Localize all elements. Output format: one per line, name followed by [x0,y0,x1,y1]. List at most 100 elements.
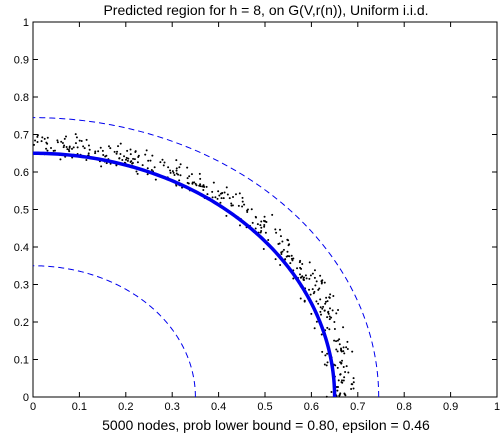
scatter-point [286,250,289,253]
scatter-point [274,258,277,261]
scatter-point [241,205,244,208]
scatter-point [299,259,302,262]
scatter-point [186,166,189,169]
scatter-point [125,158,128,161]
scatter-point [324,354,327,357]
scatter-point [126,149,129,152]
scatter-point [220,197,223,200]
scatter-point [313,276,316,279]
scatter-point [127,157,130,160]
scatter-point [284,258,287,261]
scatter-point [241,196,244,199]
scatter-point [134,150,137,153]
scatter-point [179,163,182,166]
scatter-point [246,209,249,212]
scatter-point [275,231,278,234]
y-tick-label: 0.3 [14,280,29,292]
scatter-point [188,175,191,178]
scatter-point [83,147,86,150]
scatter-point [315,300,318,303]
scatter-point [314,284,317,287]
scatter-point [333,328,336,331]
scatter-point [335,385,338,388]
scatter-point [330,391,333,394]
scatter-point [313,327,316,330]
x-tick-label: 0.7 [350,401,365,413]
scatter-point [145,149,148,152]
scatter-point [187,182,190,185]
scatter-point [238,224,241,227]
scatter-point [149,159,152,162]
scatter-point [274,228,277,231]
scatter-point [250,208,253,211]
x-tick-label: 0.6 [304,401,319,413]
scatter-point [350,388,353,391]
scatter-point [334,364,337,367]
scatter-point [198,172,201,175]
scatter-point [186,177,189,180]
scatter-point [339,361,342,364]
scatter-point [74,133,77,136]
scatter-point [289,262,292,265]
scatter-point [82,145,85,148]
scatter-point [302,277,305,280]
scatter-point [76,146,79,149]
scatter-point [317,302,320,305]
axes-box [32,21,498,398]
scatter-point [131,161,134,164]
x-tick-label: 1 [494,401,500,413]
scatter-point [317,288,320,291]
scatter-point [333,339,336,342]
scatter-point [46,142,49,145]
scatter-point [288,243,291,246]
y-tick-label: 0.7 [14,130,29,142]
scatter-point [337,379,340,382]
scatter-point [102,154,105,157]
scatter-point [88,148,91,151]
scatter-point [126,159,129,162]
scatter-point [136,172,139,175]
x-tick-label: 0.5 [257,401,272,413]
scatter-point [123,155,126,158]
scatter-point [100,165,103,168]
scatter-point [296,267,299,270]
scatter-point [146,173,149,176]
scatter-point [308,261,311,264]
scatter-point [254,215,257,218]
y-tick-label: 0.1 [14,355,29,367]
scatter-point [59,158,62,161]
scatter-point [136,161,139,164]
scatter-point [342,346,345,349]
scatter-point [147,159,150,162]
scatter-point [193,181,196,184]
scatter-point [315,280,318,283]
scatter-point [343,393,346,396]
scatter-point [191,182,194,185]
scatter-point [320,313,323,316]
scatter-point [309,274,312,277]
scatter-point [328,296,331,299]
scatter-point [202,189,205,192]
scatter-point [340,362,343,365]
scatter-point [326,326,329,329]
scatter-point [312,292,315,295]
y-tick-label: 0.2 [14,317,29,329]
scatter-point [121,158,124,161]
scatter-point [311,272,314,275]
scatter-point [74,142,77,145]
scatter-point [206,193,209,196]
x-tick-label: 0.8 [397,401,412,413]
scatter-point [129,148,132,151]
scatter-point [309,293,312,296]
scatter-point [133,158,136,161]
scatter-point [338,394,341,397]
scatter-point [341,381,344,384]
scatter-point [116,150,119,153]
y-tick-label: 0.5 [14,205,29,217]
scatter-point [135,170,138,173]
scatter-point [308,288,311,291]
scatter-point [178,179,181,182]
scatter-point [87,152,90,155]
scatter-point [66,148,69,151]
scatter-point [303,299,306,302]
